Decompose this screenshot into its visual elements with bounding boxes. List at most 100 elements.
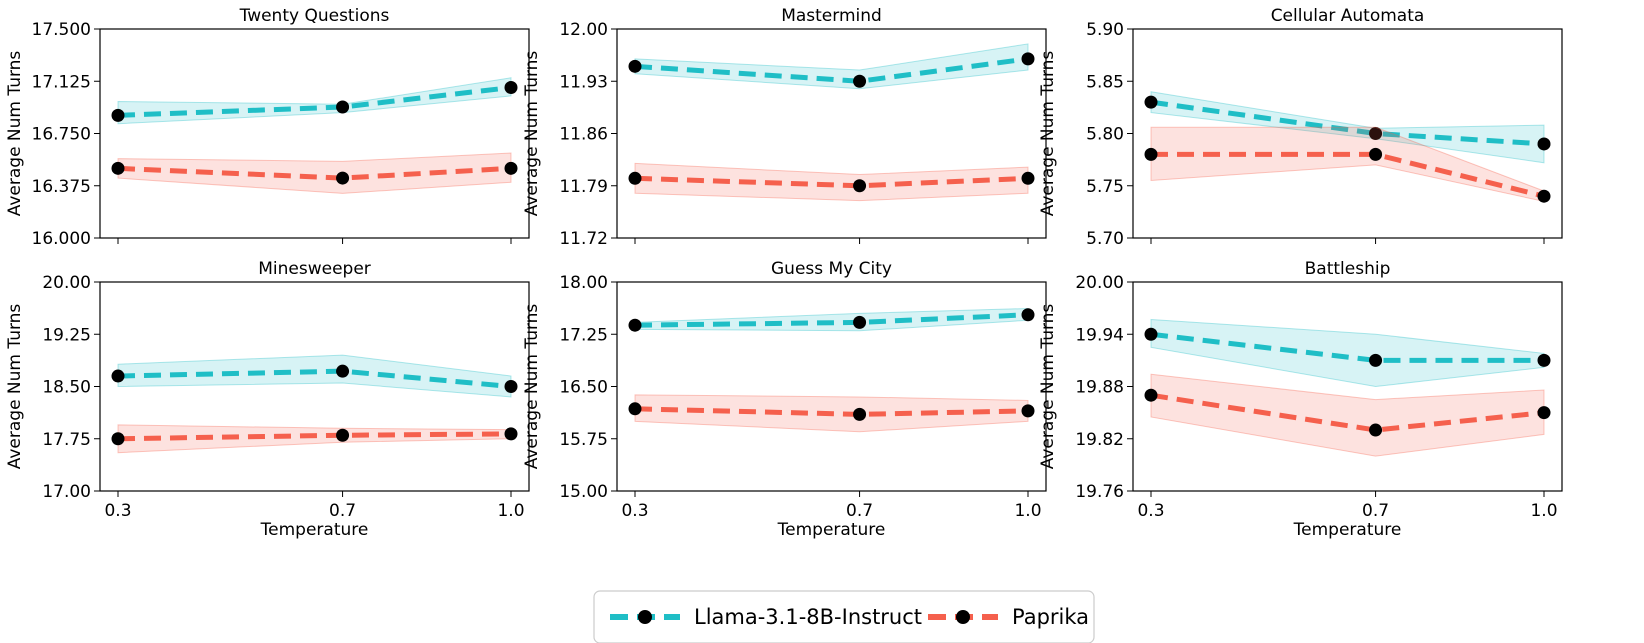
- point-paprika: [111, 432, 125, 446]
- plot-frame: [616, 28, 1047, 239]
- point-llama: [1144, 327, 1158, 341]
- point-paprika: [1537, 406, 1551, 420]
- x-axis-label: Temperature: [260, 520, 369, 540]
- band-paprika: [634, 162, 1029, 202]
- point-llama: [1021, 308, 1035, 322]
- point-llama: [504, 81, 518, 95]
- x-tick-label: 1.0: [1530, 501, 1557, 521]
- panel-title: Cellular Automata: [1271, 6, 1425, 26]
- y-tick-label: 19.88: [1075, 378, 1124, 398]
- y-tick-label: 5.85: [1086, 72, 1124, 92]
- y-tick-label: 20.00: [42, 273, 91, 293]
- point-llama: [1369, 127, 1383, 140]
- y-tick-label: 18.50: [42, 378, 91, 398]
- plot-frame: [99, 281, 530, 492]
- legend-label-llama: Llama-3.1-8B-Instruct: [694, 605, 922, 629]
- panel-title: Mastermind: [781, 6, 882, 26]
- point-paprika: [336, 171, 350, 185]
- x-tick-label: 0.7: [1362, 501, 1389, 521]
- point-paprika: [1144, 388, 1158, 402]
- y-axis-label: Average Num Turns: [1038, 304, 1058, 470]
- panel-title: Guess My City: [771, 259, 892, 279]
- y-tick-label: 16.000: [32, 229, 91, 249]
- point-paprika: [1021, 404, 1035, 418]
- y-tick-label: 16.50: [559, 378, 608, 398]
- point-llama: [1537, 353, 1551, 367]
- band-llama: [117, 77, 512, 125]
- panel-title: Battleship: [1305, 259, 1391, 279]
- y-tick-label: 11.72: [559, 229, 608, 249]
- plot-frame: [1132, 281, 1563, 492]
- point-paprika: [628, 171, 642, 185]
- point-paprika: [1144, 147, 1158, 161]
- x-tick-label: 0.7: [329, 501, 356, 521]
- y-tick-label: 19.76: [1075, 482, 1124, 502]
- point-llama: [336, 100, 350, 114]
- x-tick-label: 1.0: [1014, 501, 1041, 521]
- panel-4: Guess My City Average Num Turns 15.00 15.75…: [522, 259, 1047, 540]
- point-llama: [1369, 353, 1383, 367]
- panel-title: Twenty Questions: [239, 6, 390, 26]
- series-line-paprika: [1150, 392, 1545, 433]
- y-tick-label: 5.90: [1086, 20, 1124, 40]
- point-paprika: [1537, 189, 1551, 203]
- y-tick-label: 15.75: [559, 430, 608, 450]
- point-llama: [628, 318, 642, 332]
- panel-3: Minesweeper Average Num Turns 17.00 17.75 18…: [5, 259, 530, 540]
- y-axis-label: Average Num Turns: [5, 51, 25, 217]
- plot-frame: [99, 28, 530, 239]
- y-tick-label: 16.375: [32, 177, 91, 197]
- y-axis-label: Average Num Turns: [5, 304, 25, 470]
- band-paprika: [117, 152, 512, 194]
- x-axis-label: Temperature: [1293, 520, 1402, 540]
- point-paprika: [336, 428, 350, 442]
- y-axis-label: Average Num Turns: [522, 304, 542, 470]
- x-tick-label: 0.3: [1137, 501, 1164, 521]
- y-tick-label: 15.00: [559, 482, 608, 502]
- band-llama: [117, 354, 512, 398]
- x-tick-label: 1.0: [497, 501, 524, 521]
- point-llama: [504, 380, 518, 393]
- point-llama: [853, 74, 867, 88]
- y-tick-label: 11.86: [559, 125, 608, 145]
- panel-2: Cellular Automata Average Num Turns 5.70 5.…: [1038, 6, 1563, 249]
- point-llama: [336, 364, 350, 378]
- point-paprika: [853, 179, 867, 193]
- x-tick-label: 0.3: [104, 501, 131, 521]
- y-tick-label: 12.00: [559, 20, 608, 40]
- series-line-llama: [1150, 99, 1545, 147]
- point-llama: [111, 108, 125, 122]
- y-tick-label: 19.82: [1075, 430, 1124, 450]
- point-llama: [111, 369, 125, 383]
- legend-marker-llama: [638, 610, 652, 624]
- legend-label-paprika: Paprika: [1012, 605, 1089, 629]
- x-axis-label: Temperature: [777, 520, 886, 540]
- panel-0: Twenty Questions Average Num Turns 16.000 1…: [5, 6, 530, 249]
- y-tick-label: 5.80: [1086, 125, 1124, 145]
- band-llama: [634, 307, 1029, 332]
- y-axis-label: Average Num Turns: [1038, 51, 1058, 217]
- legend: Llama-3.1-8B-Instruct Paprika: [593, 590, 1095, 643]
- y-axis-label: Average Num Turns: [522, 51, 542, 217]
- y-tick-label: 20.00: [1075, 273, 1124, 293]
- y-tick-label: 17.500: [32, 20, 91, 40]
- panel-1: Mastermind Average Num Turns 11.72 11.79 11.…: [522, 6, 1047, 249]
- y-tick-label: 11.79: [559, 177, 608, 197]
- y-tick-label: 19.25: [42, 325, 91, 345]
- point-paprika: [853, 407, 867, 421]
- y-tick-label: 17.125: [32, 72, 91, 92]
- point-paprika: [1369, 147, 1383, 161]
- point-paprika: [1369, 423, 1383, 437]
- y-tick-label: 17.75: [42, 430, 91, 450]
- plot-frame: [1132, 28, 1563, 239]
- point-paprika: [504, 161, 518, 175]
- point-paprika: [1021, 171, 1035, 185]
- band-paprika: [1150, 373, 1545, 457]
- y-tick-label: 5.75: [1086, 177, 1124, 197]
- band-llama: [634, 43, 1029, 90]
- series-line-llama: [1150, 331, 1544, 363]
- band-llama: [1150, 318, 1545, 388]
- legend-marker-paprika: [956, 610, 970, 624]
- panel-5: Battleship Average Num Turns 19.76 19.82 19.…: [1038, 259, 1563, 540]
